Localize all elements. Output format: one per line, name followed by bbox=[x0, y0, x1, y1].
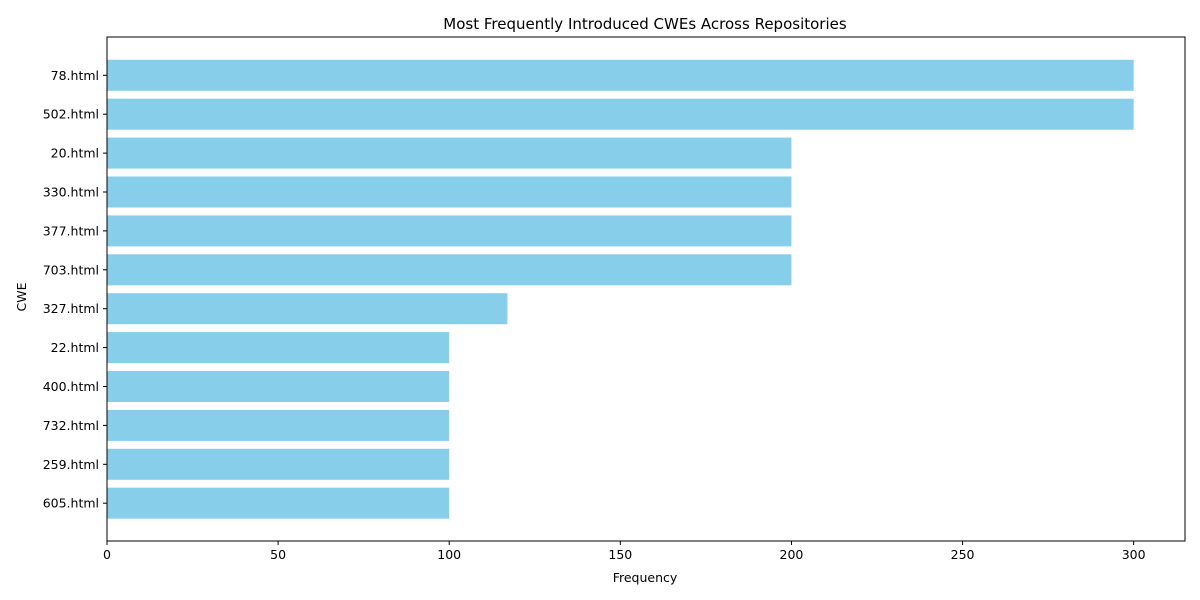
bar-20-html bbox=[107, 137, 792, 169]
y-tick-label: 732.html bbox=[43, 418, 99, 433]
bar-732-html bbox=[107, 409, 450, 441]
x-axis-ticks: 0 50 100 150 200 250 300 bbox=[103, 541, 1146, 562]
bar-259-html bbox=[107, 448, 450, 480]
bar-377-html bbox=[107, 215, 792, 247]
x-tick-label: 200 bbox=[780, 547, 804, 562]
y-tick-label: 259.html bbox=[43, 457, 99, 472]
bar-400-html bbox=[107, 371, 450, 402]
y-axis-ticks: 78.html 502.html 20.html 330.html 377.html 70… bbox=[43, 68, 107, 511]
y-tick-label: 502.html bbox=[43, 107, 99, 122]
bar-703-html bbox=[107, 254, 792, 286]
y-tick-label: 330.html bbox=[43, 185, 99, 200]
x-tick-label: 0 bbox=[103, 547, 111, 562]
bar-330-html bbox=[107, 176, 792, 208]
y-tick-label: 377.html bbox=[43, 223, 99, 238]
y-tick-label: 605.html bbox=[43, 496, 99, 511]
x-tick-label: 100 bbox=[437, 547, 461, 562]
y-tick-label: 327.html bbox=[43, 301, 99, 316]
y-tick-label: 20.html bbox=[51, 146, 99, 161]
bar-22-html bbox=[107, 332, 450, 364]
y-tick-label: 400.html bbox=[43, 379, 99, 394]
bar-327-html bbox=[107, 293, 508, 325]
bar-78-html bbox=[107, 59, 1134, 91]
x-axis-label: Frequency bbox=[613, 570, 678, 585]
chart-title: Most Frequently Introduced CWEs Across R… bbox=[443, 15, 847, 33]
y-tick-label: 22.html bbox=[51, 340, 99, 355]
x-tick-label: 250 bbox=[951, 547, 975, 562]
x-tick-label: 150 bbox=[608, 547, 632, 562]
x-tick-label: 50 bbox=[270, 547, 286, 562]
y-tick-label: 703.html bbox=[43, 262, 99, 277]
bars-group bbox=[107, 59, 1134, 519]
bar-605-html bbox=[107, 487, 450, 519]
plot-frame bbox=[106, 36, 1186, 542]
bar-502-html bbox=[107, 98, 1134, 130]
x-tick-label: 300 bbox=[1122, 547, 1146, 562]
y-axis-label: CWE bbox=[14, 282, 29, 311]
y-tick-label: 78.html bbox=[51, 68, 99, 83]
